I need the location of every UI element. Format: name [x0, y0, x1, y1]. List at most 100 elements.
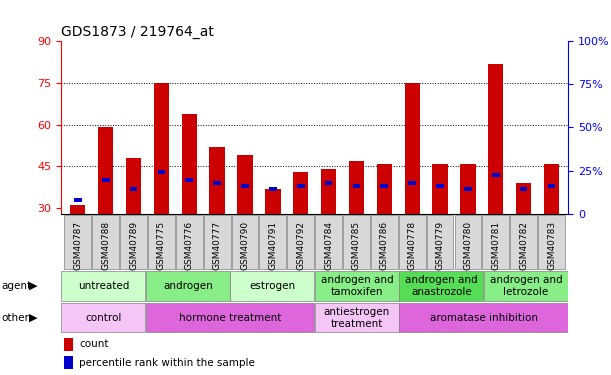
Bar — [315, 215, 342, 269]
Bar — [186, 178, 193, 183]
Text: agent: agent — [2, 281, 32, 291]
Bar — [64, 356, 73, 369]
Text: GSM40791: GSM40791 — [268, 220, 277, 270]
Bar — [516, 183, 532, 214]
Text: GSM40777: GSM40777 — [213, 220, 222, 270]
Bar — [399, 215, 426, 269]
Bar — [130, 187, 137, 191]
Text: estrogen: estrogen — [249, 281, 296, 291]
Bar — [343, 215, 370, 269]
Text: GSM40784: GSM40784 — [324, 220, 333, 270]
Text: GSM40775: GSM40775 — [157, 220, 166, 270]
Bar — [64, 338, 73, 351]
Bar — [158, 170, 165, 174]
Bar — [61, 271, 145, 301]
Bar — [455, 215, 481, 269]
Bar — [483, 215, 509, 269]
Bar — [241, 184, 249, 188]
Text: GSM40779: GSM40779 — [436, 220, 445, 270]
Text: antiestrogen
treatment: antiestrogen treatment — [324, 307, 390, 328]
Bar — [120, 215, 147, 269]
Bar — [381, 184, 388, 188]
Bar — [404, 83, 420, 214]
Bar — [436, 184, 444, 188]
Text: hormone treatment: hormone treatment — [179, 313, 281, 323]
Bar — [146, 271, 230, 301]
Text: control: control — [85, 313, 122, 323]
Text: count: count — [79, 339, 109, 349]
Text: other: other — [2, 313, 30, 323]
Bar — [293, 172, 309, 214]
Bar — [376, 164, 392, 214]
Bar — [213, 181, 221, 185]
Bar — [70, 206, 86, 214]
Text: GSM40788: GSM40788 — [101, 220, 110, 270]
Bar — [230, 271, 315, 301]
Text: aromatase inhibition: aromatase inhibition — [430, 313, 538, 323]
Bar — [544, 164, 559, 214]
Bar — [353, 184, 360, 188]
Text: GSM40776: GSM40776 — [185, 220, 194, 270]
Text: GSM40789: GSM40789 — [129, 220, 138, 270]
Bar — [510, 215, 537, 269]
Bar — [400, 303, 568, 333]
Bar — [492, 173, 500, 177]
Text: androgen and
letrozole: androgen and letrozole — [489, 275, 562, 297]
Text: untreated: untreated — [78, 281, 129, 291]
Bar — [547, 184, 555, 188]
Text: GSM40792: GSM40792 — [296, 220, 306, 270]
Bar — [315, 271, 399, 301]
Text: GSM40783: GSM40783 — [547, 220, 556, 270]
Text: GDS1873 / 219764_at: GDS1873 / 219764_at — [61, 25, 214, 39]
Text: GSM40781: GSM40781 — [491, 220, 500, 270]
Text: GSM40780: GSM40780 — [463, 220, 472, 270]
Bar — [464, 187, 472, 191]
Bar — [265, 189, 280, 214]
Bar — [269, 187, 277, 191]
Bar — [154, 83, 169, 214]
Bar — [176, 215, 203, 269]
Bar — [371, 215, 398, 269]
Bar — [408, 181, 416, 185]
Bar — [484, 271, 568, 301]
Text: GSM40790: GSM40790 — [241, 220, 249, 270]
Bar — [203, 215, 230, 269]
Bar — [210, 147, 225, 214]
Text: androgen and
tamoxifen: androgen and tamoxifen — [321, 275, 393, 297]
Bar — [181, 114, 197, 214]
Bar — [321, 169, 336, 214]
Bar — [349, 161, 364, 214]
Bar — [287, 215, 314, 269]
Bar — [426, 215, 453, 269]
Bar — [146, 303, 315, 333]
Bar — [400, 271, 483, 301]
Text: GSM40785: GSM40785 — [352, 220, 361, 270]
Bar — [325, 181, 332, 185]
Text: GSM40782: GSM40782 — [519, 220, 528, 270]
Bar — [460, 164, 475, 214]
Bar — [260, 215, 286, 269]
Text: androgen and
anastrozole: androgen and anastrozole — [405, 275, 478, 297]
Bar — [538, 215, 565, 269]
Bar — [92, 215, 119, 269]
Bar — [315, 303, 399, 333]
Text: ▶: ▶ — [29, 281, 38, 291]
Text: ▶: ▶ — [29, 313, 38, 323]
Bar — [520, 187, 527, 191]
Text: GSM40787: GSM40787 — [73, 220, 82, 270]
Text: androgen: androgen — [163, 281, 213, 291]
Bar — [148, 215, 175, 269]
Bar — [61, 303, 145, 333]
Text: GSM40778: GSM40778 — [408, 220, 417, 270]
Bar — [98, 128, 114, 214]
Bar — [232, 215, 258, 269]
Text: GSM40786: GSM40786 — [380, 220, 389, 270]
Bar — [126, 158, 141, 214]
Bar — [102, 178, 109, 183]
Text: percentile rank within the sample: percentile rank within the sample — [79, 358, 255, 368]
Bar — [297, 184, 304, 188]
Bar — [74, 198, 82, 202]
Bar — [433, 164, 448, 214]
Bar — [488, 63, 503, 214]
Bar — [64, 215, 91, 269]
